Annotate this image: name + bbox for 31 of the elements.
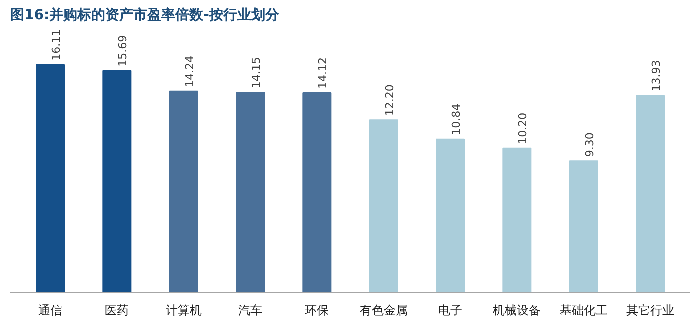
x-tick-label: 机械设备 [493,304,542,318]
data-label: 10.20 [516,112,530,144]
x-tick-label: 电子 [438,304,462,318]
x-tick-label: 环保 [305,304,330,318]
x-tick-label: 汽车 [238,304,262,318]
bar [569,160,598,292]
bar [636,95,665,292]
bar [302,92,332,292]
bar [236,92,265,292]
x-tick-label: 通信 [38,304,62,318]
data-label: 10.84 [450,104,463,136]
x-tick-label: 有色金属 [360,304,408,318]
data-label: 14.15 [250,57,263,89]
bar [169,90,198,292]
x-tick-label: 计算机 [166,304,202,318]
bar [36,64,65,292]
x-tick-label: 医药 [105,304,130,318]
data-label: 9.30 [583,132,596,158]
bar [369,120,398,292]
data-label: 12.20 [383,84,396,116]
bar [436,138,465,292]
chart-title: 图16:并购标的资产市盈率倍数-按行业划分 [10,6,280,24]
data-label: 14.24 [183,56,196,88]
x-tick-label: 基础化工 [560,304,608,318]
bar [102,70,132,292]
data-label: 16.11 [50,29,63,61]
data-label: 14.12 [316,58,330,90]
data-label: 13.93 [650,60,663,92]
data-label: 15.69 [116,35,130,67]
bar [502,148,532,292]
x-tick-label: 其它行业 [626,304,674,318]
